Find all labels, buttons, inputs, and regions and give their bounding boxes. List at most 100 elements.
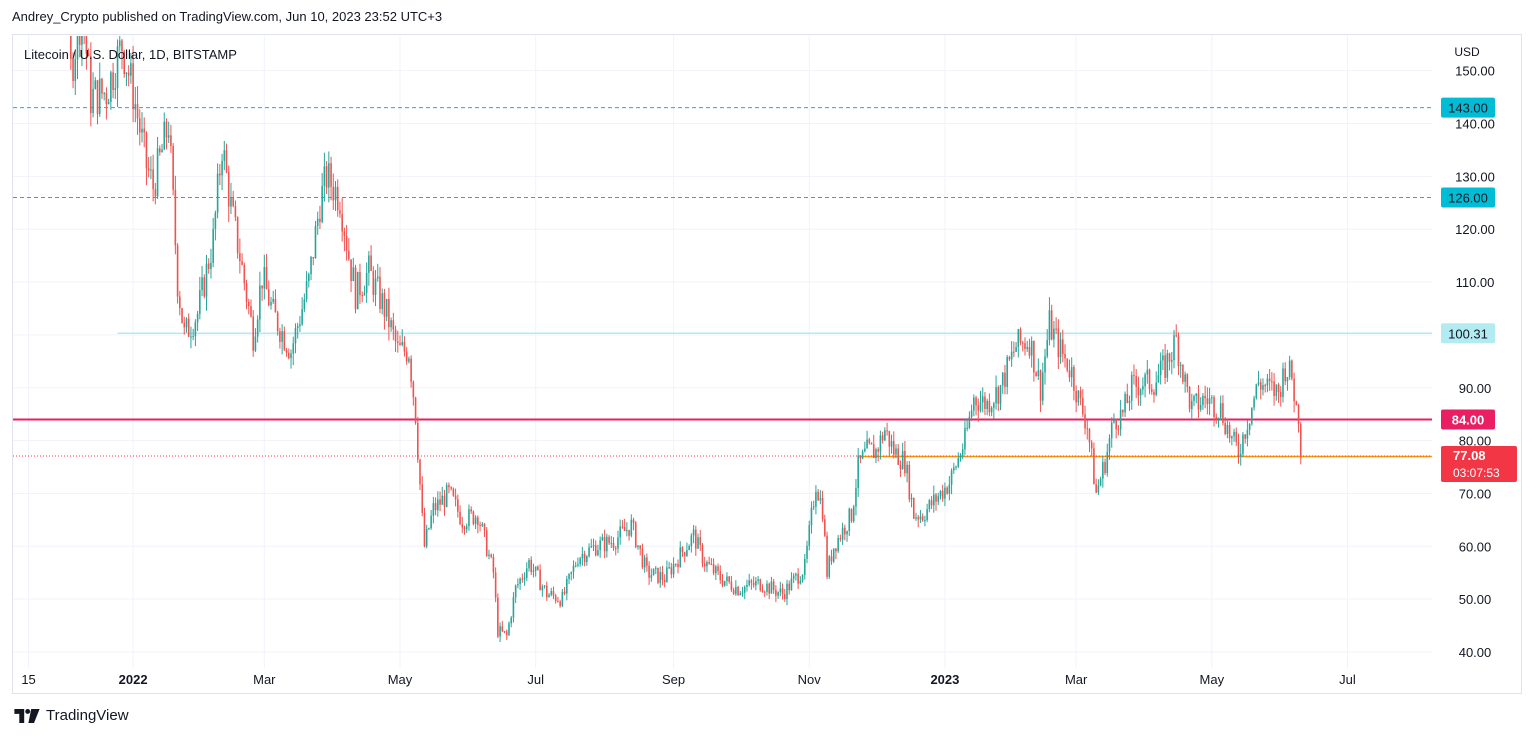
candle-body <box>483 523 486 531</box>
candle-body <box>1099 478 1102 486</box>
candle-body <box>786 583 788 600</box>
candle-body <box>1275 384 1278 396</box>
candle-body <box>586 556 588 563</box>
candle-body <box>1137 386 1140 396</box>
candle-body <box>203 277 206 297</box>
candle-body <box>681 547 684 553</box>
candle-body <box>646 557 648 566</box>
candle-body <box>1084 414 1086 429</box>
candle-body <box>405 351 408 362</box>
candle-body <box>639 545 642 549</box>
candle-body <box>630 519 633 536</box>
candle-body <box>363 292 366 296</box>
candle-body <box>448 485 450 488</box>
candle-body <box>539 569 541 591</box>
candle-body <box>276 312 279 332</box>
candle-body <box>766 583 768 592</box>
candle-body <box>812 506 815 508</box>
candle-body <box>219 173 221 176</box>
candle-body <box>425 529 428 547</box>
candle-body <box>921 516 924 521</box>
candle-body <box>554 595 557 602</box>
candle-body <box>819 498 822 501</box>
candle-body <box>396 341 399 344</box>
candle-body <box>207 263 210 270</box>
candle-body <box>156 148 159 197</box>
candle-body <box>439 499 441 505</box>
candle-body <box>261 285 263 289</box>
candle-body <box>205 263 208 297</box>
candle-body <box>759 579 762 591</box>
candle-body <box>185 318 188 328</box>
candle-body <box>835 548 837 552</box>
candle-body <box>145 132 148 169</box>
candle-body <box>508 623 510 636</box>
price-chart[interactable]: 40.0050.0060.0070.0080.0090.00100.00110.… <box>0 0 1535 700</box>
candle-body <box>490 554 492 557</box>
candle-body <box>579 558 581 565</box>
footer-brand[interactable]: TradingView <box>46 707 129 724</box>
candle-body <box>416 422 419 460</box>
level-label-bg <box>1441 323 1495 344</box>
candle-body <box>968 416 971 428</box>
candle-body <box>1115 419 1117 430</box>
candle-body <box>828 556 831 577</box>
candle-body <box>454 495 457 500</box>
candle-body <box>212 228 214 263</box>
candle-body <box>285 349 288 353</box>
candle-body <box>1157 375 1160 383</box>
candle-body <box>301 309 303 325</box>
candle-body <box>1251 407 1253 424</box>
candle-body <box>768 583 771 594</box>
candle-body <box>737 586 739 596</box>
candle-body <box>221 160 223 176</box>
y-tick-label: 80.00 <box>1459 434 1492 449</box>
candle-body <box>1055 328 1057 330</box>
candle-body <box>864 448 866 452</box>
candle-body <box>912 497 915 519</box>
candle-body <box>1068 370 1071 378</box>
candle-body <box>830 556 833 562</box>
last-price-bg <box>1441 446 1517 483</box>
candle-body <box>890 441 893 447</box>
candle-body <box>1259 382 1262 390</box>
candle-body <box>1150 389 1153 393</box>
candle-body <box>815 491 817 507</box>
candle-body <box>272 298 275 302</box>
candle-body <box>92 88 94 113</box>
candle-body <box>977 405 980 411</box>
candle-body <box>1041 372 1044 401</box>
candle-body <box>563 591 566 594</box>
candle-body <box>1061 339 1064 354</box>
candle-body <box>330 163 332 187</box>
candle-body <box>790 578 793 591</box>
candle-body <box>957 458 960 467</box>
candle-body <box>303 299 306 310</box>
candle-body <box>359 271 361 296</box>
candle-body <box>343 231 346 237</box>
candle-body <box>1077 390 1080 403</box>
candle-body <box>757 579 759 581</box>
candle-body <box>412 381 415 398</box>
candle-body <box>401 341 404 346</box>
candle-body <box>752 582 755 586</box>
candle-body <box>1088 428 1091 443</box>
candle-body <box>1190 400 1193 409</box>
candle-body <box>510 617 513 624</box>
candle-body <box>370 255 372 271</box>
candle-body <box>1284 368 1287 382</box>
candle-body <box>995 387 997 404</box>
candle-body <box>955 466 957 468</box>
candle-body <box>950 470 953 485</box>
y-tick-label: 40.00 <box>1459 645 1492 660</box>
x-tick-label: Mar <box>1065 672 1088 687</box>
candle-body <box>581 553 584 559</box>
candle-body <box>870 442 873 445</box>
candle-body <box>1064 353 1066 359</box>
candle-body <box>105 93 108 105</box>
candle-body <box>1244 434 1246 439</box>
candle-body <box>1148 369 1151 390</box>
candle-body <box>501 626 504 632</box>
candle-body <box>750 580 753 583</box>
candle-body <box>154 189 157 197</box>
